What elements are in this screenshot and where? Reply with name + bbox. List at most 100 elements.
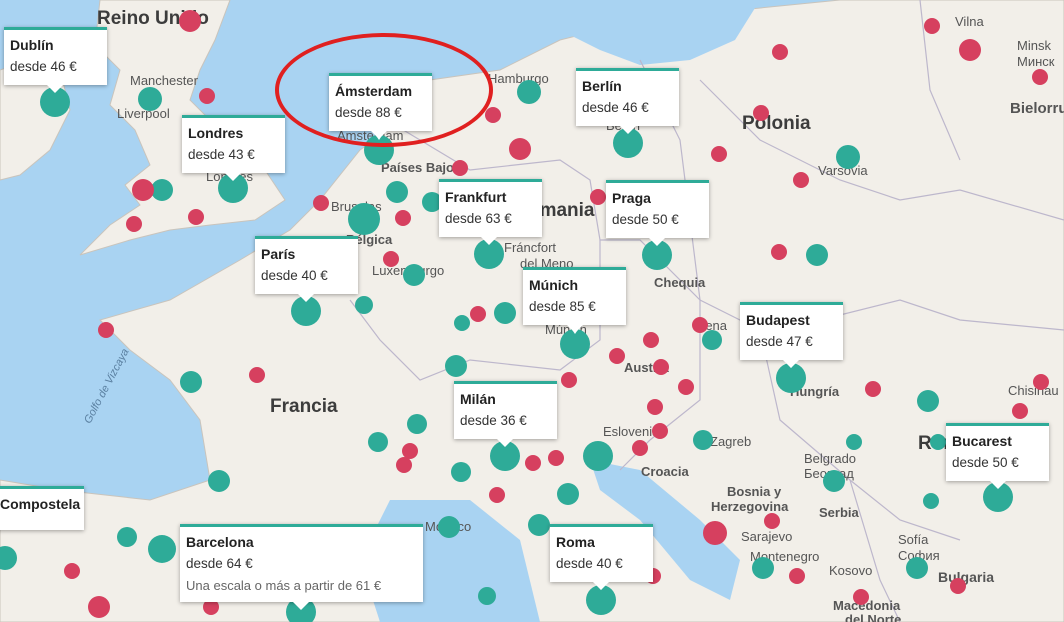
direct-route-dot[interactable] xyxy=(208,470,230,492)
indirect-route-dot[interactable] xyxy=(452,160,468,176)
direct-route-dot[interactable] xyxy=(0,546,17,570)
indirect-route-dot[interactable] xyxy=(865,381,881,397)
indirect-route-dot[interactable] xyxy=(132,179,154,201)
indirect-route-dot[interactable] xyxy=(199,88,215,104)
indirect-route-dot[interactable] xyxy=(64,563,80,579)
direct-route-dot[interactable] xyxy=(517,80,541,104)
indirect-route-dot[interactable] xyxy=(203,599,219,615)
direct-route-dot[interactable] xyxy=(348,203,380,235)
direct-route-dot[interactable] xyxy=(917,390,939,412)
indirect-route-dot[interactable] xyxy=(772,44,788,60)
indirect-route-dot[interactable] xyxy=(692,317,708,333)
destination-name: Praga xyxy=(612,190,651,206)
indirect-route-dot[interactable] xyxy=(88,596,110,618)
indirect-route-dot[interactable] xyxy=(1033,374,1049,390)
direct-route-dot[interactable] xyxy=(386,181,408,203)
indirect-route-dot[interactable] xyxy=(126,216,142,232)
direct-route-dot[interactable] xyxy=(478,587,496,605)
price-card-bucharest[interactable]: Bucarest desde 50 € xyxy=(946,423,1049,489)
price-card-milan[interactable]: Milán desde 36 € xyxy=(454,381,557,447)
direct-route-dot[interactable] xyxy=(438,516,460,538)
indirect-route-dot[interactable] xyxy=(402,443,418,459)
direct-route-dot[interactable] xyxy=(923,493,939,509)
indirect-route-dot[interactable] xyxy=(652,423,668,439)
indirect-route-dot[interactable] xyxy=(313,195,329,211)
price-card-barcelona[interactable]: Barcelona desde 64 € Una escala o más a … xyxy=(180,524,423,610)
direct-route-dot[interactable] xyxy=(451,462,471,482)
indirect-route-dot[interactable] xyxy=(525,455,541,471)
price-card-munich[interactable]: Múnich desde 85 € xyxy=(523,267,626,333)
direct-route-dot[interactable] xyxy=(117,527,137,547)
direct-route-dot[interactable] xyxy=(930,434,946,450)
indirect-route-dot[interactable] xyxy=(489,487,505,503)
direct-route-dot[interactable] xyxy=(494,302,516,324)
price-card-frankfurt[interactable]: Frankfurt desde 63 € xyxy=(439,179,542,245)
price-card-prague[interactable]: Praga desde 50 € xyxy=(606,180,709,246)
indirect-route-dot[interactable] xyxy=(711,146,727,162)
indirect-route-dot[interactable] xyxy=(959,39,981,61)
direct-route-dot[interactable] xyxy=(528,514,550,536)
indirect-route-dot[interactable] xyxy=(950,578,966,594)
indirect-route-dot[interactable] xyxy=(485,107,501,123)
indirect-route-dot[interactable] xyxy=(396,457,412,473)
indirect-route-dot[interactable] xyxy=(98,322,114,338)
indirect-route-dot[interactable] xyxy=(789,568,805,584)
price-card-rome[interactable]: Roma desde 40 € xyxy=(550,524,653,590)
indirect-route-dot[interactable] xyxy=(188,209,204,225)
price-card-berlin[interactable]: Berlín desde 46 € xyxy=(576,68,679,134)
price-card-dublin[interactable]: Dublín desde 46 € xyxy=(4,27,107,93)
direct-route-dot[interactable] xyxy=(445,355,467,377)
direct-route-dot[interactable] xyxy=(702,330,722,350)
indirect-route-dot[interactable] xyxy=(561,372,577,388)
destination-pin-munich[interactable] xyxy=(560,325,590,359)
direct-route-dot[interactable] xyxy=(403,264,425,286)
indirect-route-dot[interactable] xyxy=(653,359,669,375)
direct-route-dot[interactable] xyxy=(806,244,828,266)
indirect-route-dot[interactable] xyxy=(590,189,606,205)
indirect-route-dot[interactable] xyxy=(793,172,809,188)
price-card-budapest[interactable]: Budapest desde 47 € xyxy=(740,302,843,368)
indirect-route-dot[interactable] xyxy=(179,10,201,32)
price-card-london[interactable]: Londres desde 43 € xyxy=(182,115,285,181)
indirect-route-dot[interactable] xyxy=(643,332,659,348)
indirect-route-dot[interactable] xyxy=(609,348,625,364)
indirect-route-dot[interactable] xyxy=(1032,69,1048,85)
indirect-route-dot[interactable] xyxy=(1012,403,1028,419)
destination-name: Budapest xyxy=(746,312,810,328)
direct-route-dot[interactable] xyxy=(151,179,173,201)
direct-route-dot[interactable] xyxy=(846,434,862,450)
indirect-route-dot[interactable] xyxy=(703,521,727,545)
direct-route-dot[interactable] xyxy=(138,87,162,111)
indirect-route-dot[interactable] xyxy=(771,244,787,260)
indirect-route-dot[interactable] xyxy=(249,367,265,383)
direct-route-dot[interactable] xyxy=(752,557,774,579)
direct-route-dot[interactable] xyxy=(454,315,470,331)
direct-route-dot[interactable] xyxy=(368,432,388,452)
indirect-route-dot[interactable] xyxy=(548,450,564,466)
direct-route-dot[interactable] xyxy=(836,145,860,169)
direct-route-dot[interactable] xyxy=(693,430,713,450)
direct-route-dot[interactable] xyxy=(422,192,442,212)
indirect-route-dot[interactable] xyxy=(924,18,940,34)
direct-route-dot[interactable] xyxy=(823,470,845,492)
direct-route-dot[interactable] xyxy=(557,483,579,505)
indirect-route-dot[interactable] xyxy=(632,440,648,456)
indirect-route-dot[interactable] xyxy=(678,379,694,395)
indirect-route-dot[interactable] xyxy=(470,306,486,322)
direct-route-dot[interactable] xyxy=(583,441,613,471)
direct-route-dot[interactable] xyxy=(906,557,928,579)
direct-route-dot[interactable] xyxy=(407,414,427,434)
price-card-paris[interactable]: París desde 40 € xyxy=(255,236,358,302)
indirect-route-dot[interactable] xyxy=(647,399,663,415)
indirect-route-dot[interactable] xyxy=(753,105,769,121)
direct-route-dot[interactable] xyxy=(148,535,176,563)
direct-route-dot[interactable] xyxy=(355,296,373,314)
indirect-route-dot[interactable] xyxy=(853,589,869,605)
price-card-compostela[interactable]: Compostela xyxy=(0,486,84,530)
direct-route-dot[interactable] xyxy=(180,371,202,393)
indirect-route-dot[interactable] xyxy=(764,513,780,529)
indirect-route-dot[interactable] xyxy=(383,251,399,267)
indirect-route-dot[interactable] xyxy=(509,138,531,160)
indirect-route-dot[interactable] xyxy=(395,210,411,226)
